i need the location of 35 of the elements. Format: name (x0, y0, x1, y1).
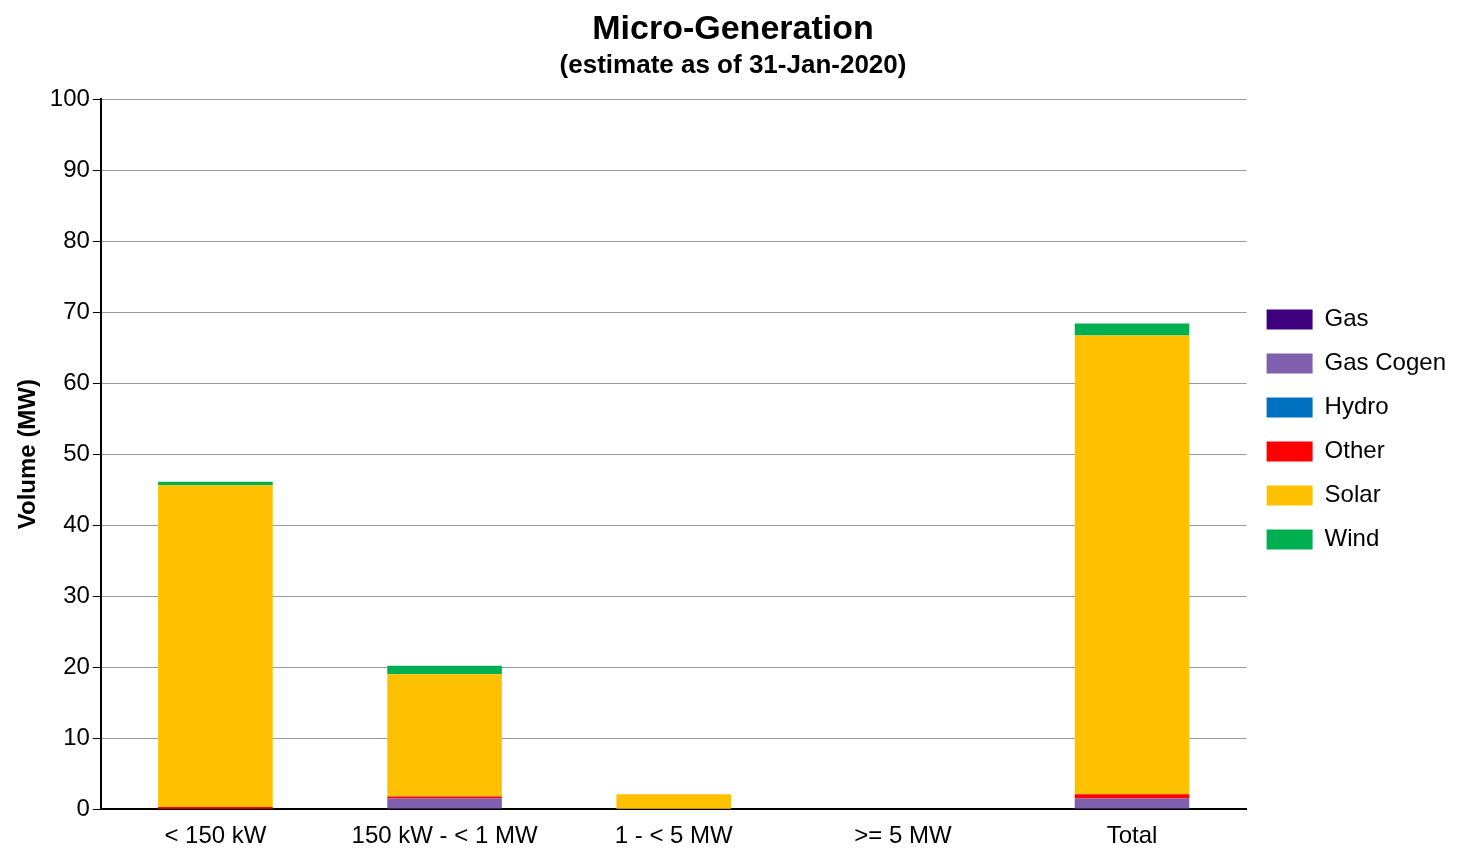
y-tick-label: 60 (63, 367, 90, 395)
x-tick-label: 150 kW - < 1 MW (351, 821, 538, 849)
bar (387, 665, 502, 675)
bar (387, 796, 502, 799)
bar (158, 485, 273, 808)
bar (616, 794, 732, 809)
y-tick-label: 10 (63, 722, 90, 750)
bar (1074, 335, 1190, 795)
legend-label: Solar (1324, 480, 1381, 508)
legend-label: Hydro (1324, 392, 1389, 420)
bar (1074, 323, 1190, 336)
chart-subtitle: (estimate as of 31-Jan-2020) (559, 48, 907, 79)
legend-label: Wind (1324, 524, 1380, 552)
y-tick-label: 80 (63, 225, 90, 253)
y-tick-label: 90 (63, 154, 90, 182)
legend-label: Gas (1324, 304, 1369, 332)
y-tick-label: 20 (63, 651, 90, 679)
bar (1074, 794, 1190, 799)
y-tick-label: 100 (49, 83, 90, 111)
y-tick-label: 70 (63, 296, 90, 324)
bar (1074, 798, 1190, 809)
y-tick-label: 30 (63, 580, 90, 608)
x-tick-label: < 150 kW (164, 821, 267, 849)
y-tick-label: 40 (63, 509, 90, 537)
x-tick-label: 1 - < 5 MW (614, 821, 734, 849)
bar (387, 798, 502, 809)
y-axis-title: Volume (MW) (13, 379, 41, 530)
x-tick-label: >= 5 MW (854, 821, 952, 849)
y-tick-label: 0 (76, 793, 90, 821)
x-tick-label: Total (1106, 821, 1158, 849)
bar (387, 674, 502, 797)
legend-label: Other (1324, 436, 1385, 464)
legend-label: Gas Cogen (1324, 348, 1446, 376)
y-tick-label: 50 (63, 438, 90, 466)
chart-title: Micro-Generation (592, 7, 874, 46)
